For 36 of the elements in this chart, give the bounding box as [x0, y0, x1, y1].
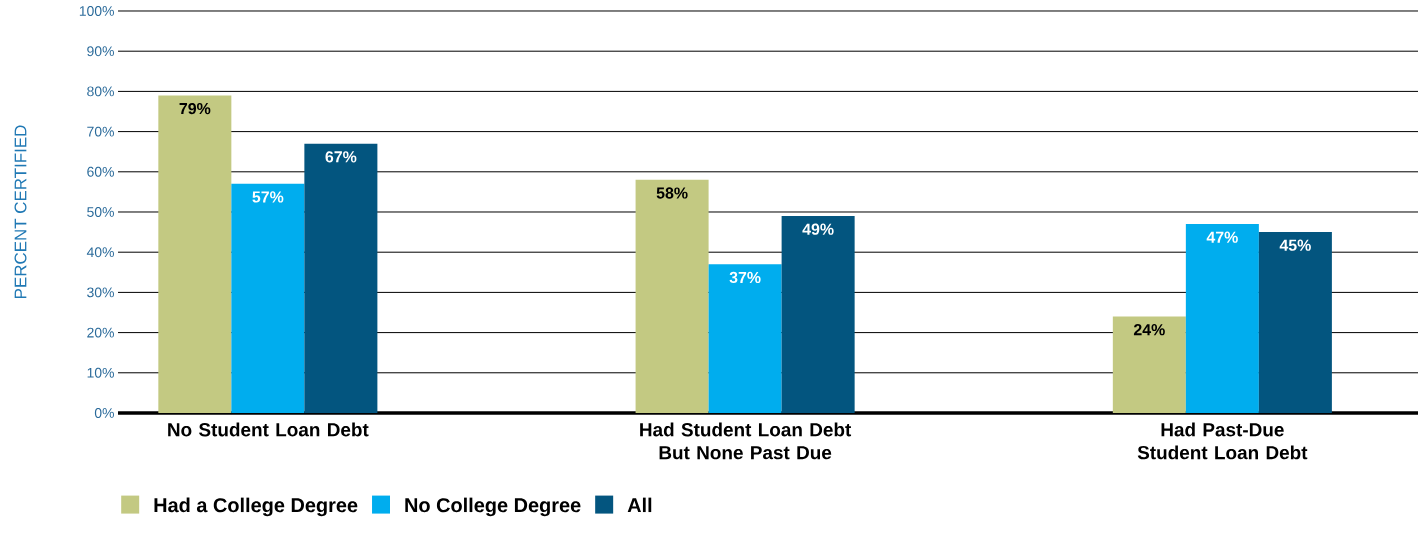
- data-label: 45%: [1279, 239, 1311, 251]
- data-label: 37%: [729, 271, 761, 284]
- bar: [635, 179, 709, 413]
- y-axis-title: PERCENT CERTIFIED: [14, 125, 27, 298]
- bar: [1112, 316, 1186, 413]
- y-tick-label: 0%: [94, 408, 114, 418]
- bar: [1258, 232, 1332, 413]
- data-label: 79%: [179, 102, 211, 115]
- bar: [781, 216, 855, 413]
- y-tick-label: 90%: [87, 46, 114, 57]
- data-label: 24%: [1133, 324, 1165, 336]
- data-label: 47%: [1206, 231, 1238, 243]
- x-tick-label: Had Student Loan Debt But None Past Due: [640, 422, 852, 460]
- y-tick-label: 80%: [87, 86, 114, 97]
- y-tick-label: 40%: [86, 247, 114, 258]
- bar: [231, 183, 305, 413]
- bar: [304, 143, 378, 413]
- bar: [708, 264, 782, 413]
- y-tick-label: 50%: [87, 207, 114, 217]
- y-tick-label: 100%: [79, 6, 114, 16]
- bar: [158, 95, 232, 413]
- legend-label: No College Degree: [405, 497, 581, 517]
- data-label: 67%: [325, 151, 357, 163]
- data-label: 49%: [802, 223, 834, 235]
- y-tick-label: 10%: [87, 367, 114, 378]
- x-tick-label: No Student Loan Debt: [168, 422, 369, 437]
- y-tick-label: 70%: [87, 126, 114, 137]
- data-label: 57%: [252, 191, 284, 203]
- y-tick-label: 60%: [87, 166, 114, 177]
- x-tick-label: Had Past-Due Student Loan Debt: [1137, 422, 1308, 460]
- bar: [1185, 224, 1259, 413]
- data-label: 58%: [656, 187, 688, 199]
- y-tick-label: 30%: [87, 287, 114, 298]
- y-tick-label: 20%: [87, 327, 114, 338]
- legend-label: Had a College Degree: [154, 497, 358, 517]
- legend-label: All: [627, 497, 652, 513]
